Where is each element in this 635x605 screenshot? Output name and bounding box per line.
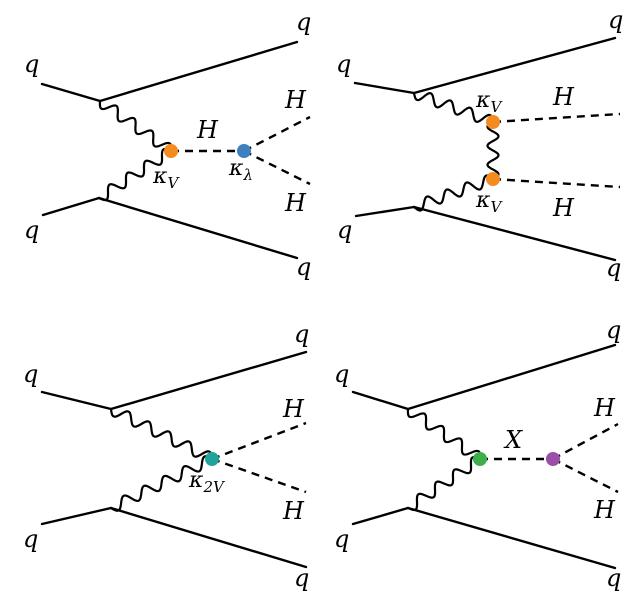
quark-label: q bbox=[24, 50, 39, 78]
diagram-panel-3: q q q q H H κ2V bbox=[23, 320, 309, 592]
vector-boson-upper bbox=[406, 407, 482, 461]
kappa-lambda-label: κλ bbox=[228, 156, 253, 184]
vector-boson-upper bbox=[109, 407, 214, 461]
diagram-panel-4: q q q q X H H bbox=[334, 316, 621, 592]
resonance-label: X bbox=[503, 426, 523, 454]
quark-line-upper-in bbox=[40, 82, 102, 103]
higgs-label: H bbox=[593, 394, 616, 422]
quark-line-upper-in bbox=[351, 390, 410, 411]
quark-line-lower-out bbox=[97, 196, 299, 260]
quark-label: q bbox=[334, 360, 349, 388]
higgs-out-upper bbox=[552, 422, 619, 461]
higgs-out-lower bbox=[211, 457, 307, 494]
higgs-label: H bbox=[282, 395, 305, 423]
quark-line-upper-out bbox=[412, 36, 617, 95]
kappa-lambda-vertex bbox=[237, 144, 251, 158]
kappa-2v-label: κ2V bbox=[188, 468, 226, 496]
kappa-v-vertex bbox=[486, 172, 500, 186]
resonance-decay-vertex bbox=[546, 452, 560, 466]
kappa-2v-vertex bbox=[205, 452, 219, 466]
quark-label: q bbox=[606, 254, 621, 282]
higgs-out-lower bbox=[552, 457, 619, 494]
kappa-v-vertex bbox=[486, 115, 500, 129]
quark-line-upper-out bbox=[109, 350, 308, 411]
quark-label: q bbox=[24, 216, 39, 244]
quark-line-upper-out bbox=[406, 343, 617, 411]
diagram-panel-2: q q q q H H κV κV bbox=[336, 6, 623, 282]
quark-line-lower-in bbox=[354, 205, 416, 218]
quark-line-lower-out bbox=[406, 506, 617, 570]
quark-label: q bbox=[294, 320, 309, 348]
quark-line-lower-out bbox=[412, 205, 617, 262]
vector-boson-lower bbox=[406, 455, 482, 512]
higgs-label: H bbox=[284, 86, 307, 114]
quark-line-upper-out bbox=[98, 40, 299, 103]
higgs-out-lower bbox=[492, 177, 621, 189]
quark-line-lower-in bbox=[351, 506, 410, 526]
higgs-label: H bbox=[552, 83, 575, 111]
vector-boson-lower bbox=[97, 147, 173, 202]
quark-label: q bbox=[296, 8, 311, 36]
quark-label: q bbox=[337, 216, 352, 244]
vector-boson-upper bbox=[98, 99, 173, 153]
resonance-production-vertex bbox=[473, 452, 487, 466]
quark-line-upper-in bbox=[353, 81, 416, 95]
higgs-out-upper bbox=[243, 115, 311, 153]
quark-label: q bbox=[23, 360, 38, 388]
quark-label: q bbox=[606, 564, 621, 592]
higgs-label: H bbox=[196, 116, 219, 144]
quark-label: q bbox=[296, 253, 311, 281]
vector-boson-t-channel bbox=[486, 120, 500, 181]
quark-label: q bbox=[334, 525, 349, 553]
quark-line-lower-in bbox=[40, 506, 113, 526]
vector-boson-lower bbox=[412, 174, 495, 212]
quark-line-upper-in bbox=[40, 390, 113, 411]
kappa-v-vertex bbox=[164, 144, 178, 158]
higgs-out-upper bbox=[211, 421, 307, 461]
higgs-label: H bbox=[593, 496, 616, 524]
quark-line-lower-in bbox=[41, 196, 101, 217]
kappa-v-label: κV bbox=[152, 164, 180, 192]
quark-line-lower-out bbox=[109, 506, 308, 569]
quark-label: q bbox=[608, 6, 623, 34]
higgs-label: H bbox=[282, 497, 305, 525]
kappa-v-label: κV bbox=[475, 188, 503, 216]
vector-boson-lower bbox=[109, 455, 214, 512]
higgs-out-upper bbox=[492, 112, 621, 124]
higgs-label: H bbox=[552, 194, 575, 222]
quark-label: q bbox=[606, 316, 621, 344]
higgs-out-lower bbox=[243, 149, 311, 186]
higgs-label: H bbox=[284, 189, 307, 217]
quark-label: q bbox=[336, 50, 351, 78]
quark-label: q bbox=[23, 525, 38, 553]
quark-label: q bbox=[294, 564, 309, 592]
vector-boson-upper bbox=[412, 91, 495, 124]
kappa-v-label: κV bbox=[475, 88, 503, 116]
diagram-panel-1: q q q q H H H κV κλ bbox=[24, 8, 311, 281]
